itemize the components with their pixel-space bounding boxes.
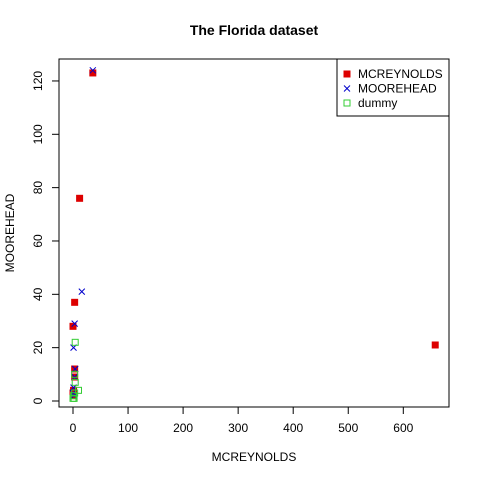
point-mcreynolds xyxy=(76,194,84,202)
point-dummy xyxy=(70,394,78,402)
point-mcreynolds xyxy=(71,298,79,306)
legend-marker-moorehead xyxy=(343,85,351,92)
point-moorehead xyxy=(71,320,79,328)
point-dummy xyxy=(71,378,79,386)
legend-label-dummy: dummy xyxy=(358,96,397,110)
legend-marker-mcreynolds xyxy=(343,70,351,78)
data-points xyxy=(69,66,439,402)
chart-title: The Florida dataset xyxy=(190,22,319,38)
x-tick-label: 200 xyxy=(173,421,193,435)
point-mcreynolds xyxy=(89,69,97,77)
y-tick-label: 20 xyxy=(31,341,45,355)
legend-box xyxy=(336,58,450,117)
x-tick-label: 500 xyxy=(338,421,358,435)
x-tick-label: 400 xyxy=(283,421,303,435)
x-tick-label: 0 xyxy=(70,421,77,435)
x-tick-label: 600 xyxy=(393,421,413,435)
y-tick-label: 100 xyxy=(31,124,45,144)
y-tick-label: 40 xyxy=(31,287,45,301)
x-axis-label: MCREYNOLDS xyxy=(212,450,297,464)
y-tick-label: 120 xyxy=(31,71,45,91)
x-tick-label: 300 xyxy=(228,421,248,435)
legend-label-moorehead: MOOREHEAD xyxy=(358,82,437,96)
point-mcreynolds xyxy=(431,341,439,349)
y-tick-label: 80 xyxy=(31,181,45,195)
point-moorehead xyxy=(89,66,97,74)
point-mcreynolds xyxy=(69,322,77,330)
y-axis-label: MOOREHEAD xyxy=(3,193,17,272)
y-tick-label: 60 xyxy=(31,234,45,248)
point-dummy xyxy=(71,370,79,378)
x-axis: 0 100 200 300 400 500 600 xyxy=(70,406,414,435)
y-tick-label: 0 xyxy=(31,397,45,404)
legend-label-mcreynolds: MCREYNOLDS xyxy=(358,67,443,81)
x-tick-label: 100 xyxy=(118,421,138,435)
point-dummy xyxy=(71,338,79,346)
legend-marker-dummy xyxy=(343,99,351,107)
point-moorehead xyxy=(78,288,86,296)
y-axis: 0 20 40 60 80 100 120 xyxy=(31,71,60,404)
